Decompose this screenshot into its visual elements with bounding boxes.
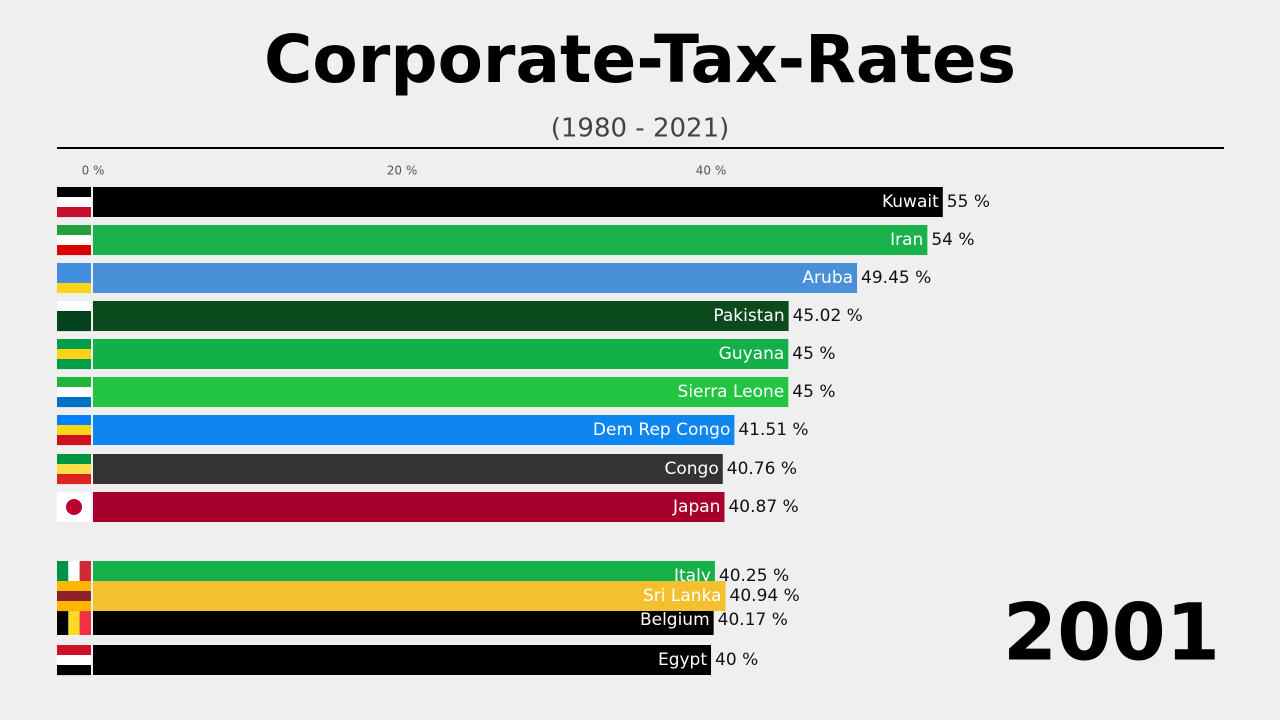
value-label: 45.02 % bbox=[793, 306, 863, 326]
value-label: 40.17 % bbox=[718, 610, 788, 630]
bar-label: Congo bbox=[665, 459, 719, 479]
flag-stripe bbox=[57, 492, 91, 503]
bar-label: Sierra Leone bbox=[678, 382, 785, 402]
value-label: 40.76 % bbox=[727, 459, 797, 479]
value-label: 55 % bbox=[947, 192, 990, 212]
bar bbox=[93, 187, 943, 217]
flag-stripe bbox=[79, 605, 91, 635]
value-label: 49.45 % bbox=[861, 268, 931, 288]
flag-stripe bbox=[57, 581, 91, 592]
value-label: 40 % bbox=[715, 650, 758, 670]
flag-stripe bbox=[57, 301, 91, 312]
flag-stripe bbox=[57, 339, 91, 350]
flag-stripe bbox=[79, 561, 91, 591]
bar bbox=[93, 454, 723, 484]
bar-label: Belgium bbox=[640, 610, 710, 630]
value-label: 40.94 % bbox=[730, 586, 800, 606]
flag-stripe bbox=[57, 187, 91, 198]
x-tick-label: 40 % bbox=[696, 164, 727, 178]
flag-stripe bbox=[57, 454, 91, 465]
flag-stripe bbox=[57, 207, 91, 218]
flag-stripe bbox=[57, 359, 91, 370]
flag-stripe bbox=[57, 283, 91, 294]
chart-title: Corporate-Tax-Rates bbox=[264, 21, 1016, 98]
flag-stripe bbox=[57, 474, 91, 485]
bar-label: Egypt bbox=[658, 650, 707, 670]
flag-stripe bbox=[57, 397, 91, 408]
flag-stripe bbox=[57, 235, 91, 246]
flag-stripe bbox=[57, 245, 91, 256]
flag-stripe bbox=[57, 435, 91, 446]
value-label: 40.87 % bbox=[728, 497, 798, 517]
chart-subtitle: (1980 - 2021) bbox=[551, 114, 730, 144]
flag-stripe bbox=[57, 349, 91, 360]
bar bbox=[93, 377, 789, 407]
bar-label: Japan bbox=[672, 497, 720, 517]
x-tick-label: 0 % bbox=[82, 164, 105, 178]
bar-label: Sri Lanka bbox=[643, 586, 722, 606]
flag-stripe bbox=[57, 464, 91, 475]
flag-stripe bbox=[57, 387, 91, 398]
value-label: 45 % bbox=[792, 344, 835, 364]
x-tick-label: 20 % bbox=[387, 164, 418, 178]
flag-stripe bbox=[57, 377, 91, 388]
bar bbox=[93, 581, 726, 611]
flag-stripe bbox=[57, 425, 91, 436]
flag-stripe bbox=[57, 225, 91, 236]
flag-stripe bbox=[57, 591, 91, 602]
flag-stripe bbox=[57, 605, 69, 635]
bar bbox=[93, 492, 725, 522]
value-label: 40.25 % bbox=[719, 566, 789, 586]
bar-label: Iran bbox=[890, 230, 923, 250]
flag-stripe bbox=[68, 561, 80, 591]
flag-stripe bbox=[68, 605, 80, 635]
value-label: 41.51 % bbox=[738, 420, 808, 440]
bar bbox=[93, 339, 789, 369]
flag-stripe bbox=[57, 321, 91, 332]
flag-stripe bbox=[57, 263, 91, 274]
bar-label: Dem Rep Congo bbox=[593, 420, 730, 440]
flag-stripe bbox=[57, 512, 91, 523]
flag-stripe bbox=[57, 415, 91, 426]
flag-stripe bbox=[57, 665, 91, 676]
bar bbox=[93, 415, 735, 445]
flag-stripe bbox=[57, 561, 69, 591]
value-label: 54 % bbox=[931, 230, 974, 250]
flag-stripe bbox=[57, 645, 91, 656]
bar-label: Aruba bbox=[802, 268, 853, 288]
bar bbox=[93, 225, 928, 255]
year-label: 2001 bbox=[1003, 588, 1220, 678]
bar bbox=[93, 301, 789, 331]
flag-stripe bbox=[57, 311, 91, 322]
flag-stripe bbox=[57, 273, 91, 284]
flag-stripe bbox=[57, 197, 91, 208]
flag-disc bbox=[66, 499, 82, 515]
bar bbox=[93, 645, 712, 675]
bar-label: Pakistan bbox=[713, 306, 784, 326]
bar bbox=[93, 263, 858, 293]
value-label: 45 % bbox=[792, 382, 835, 402]
bar-label: Guyana bbox=[719, 344, 785, 364]
flag-stripe bbox=[57, 601, 91, 612]
flag-stripe bbox=[57, 655, 91, 666]
bar-label: Kuwait bbox=[882, 192, 939, 212]
